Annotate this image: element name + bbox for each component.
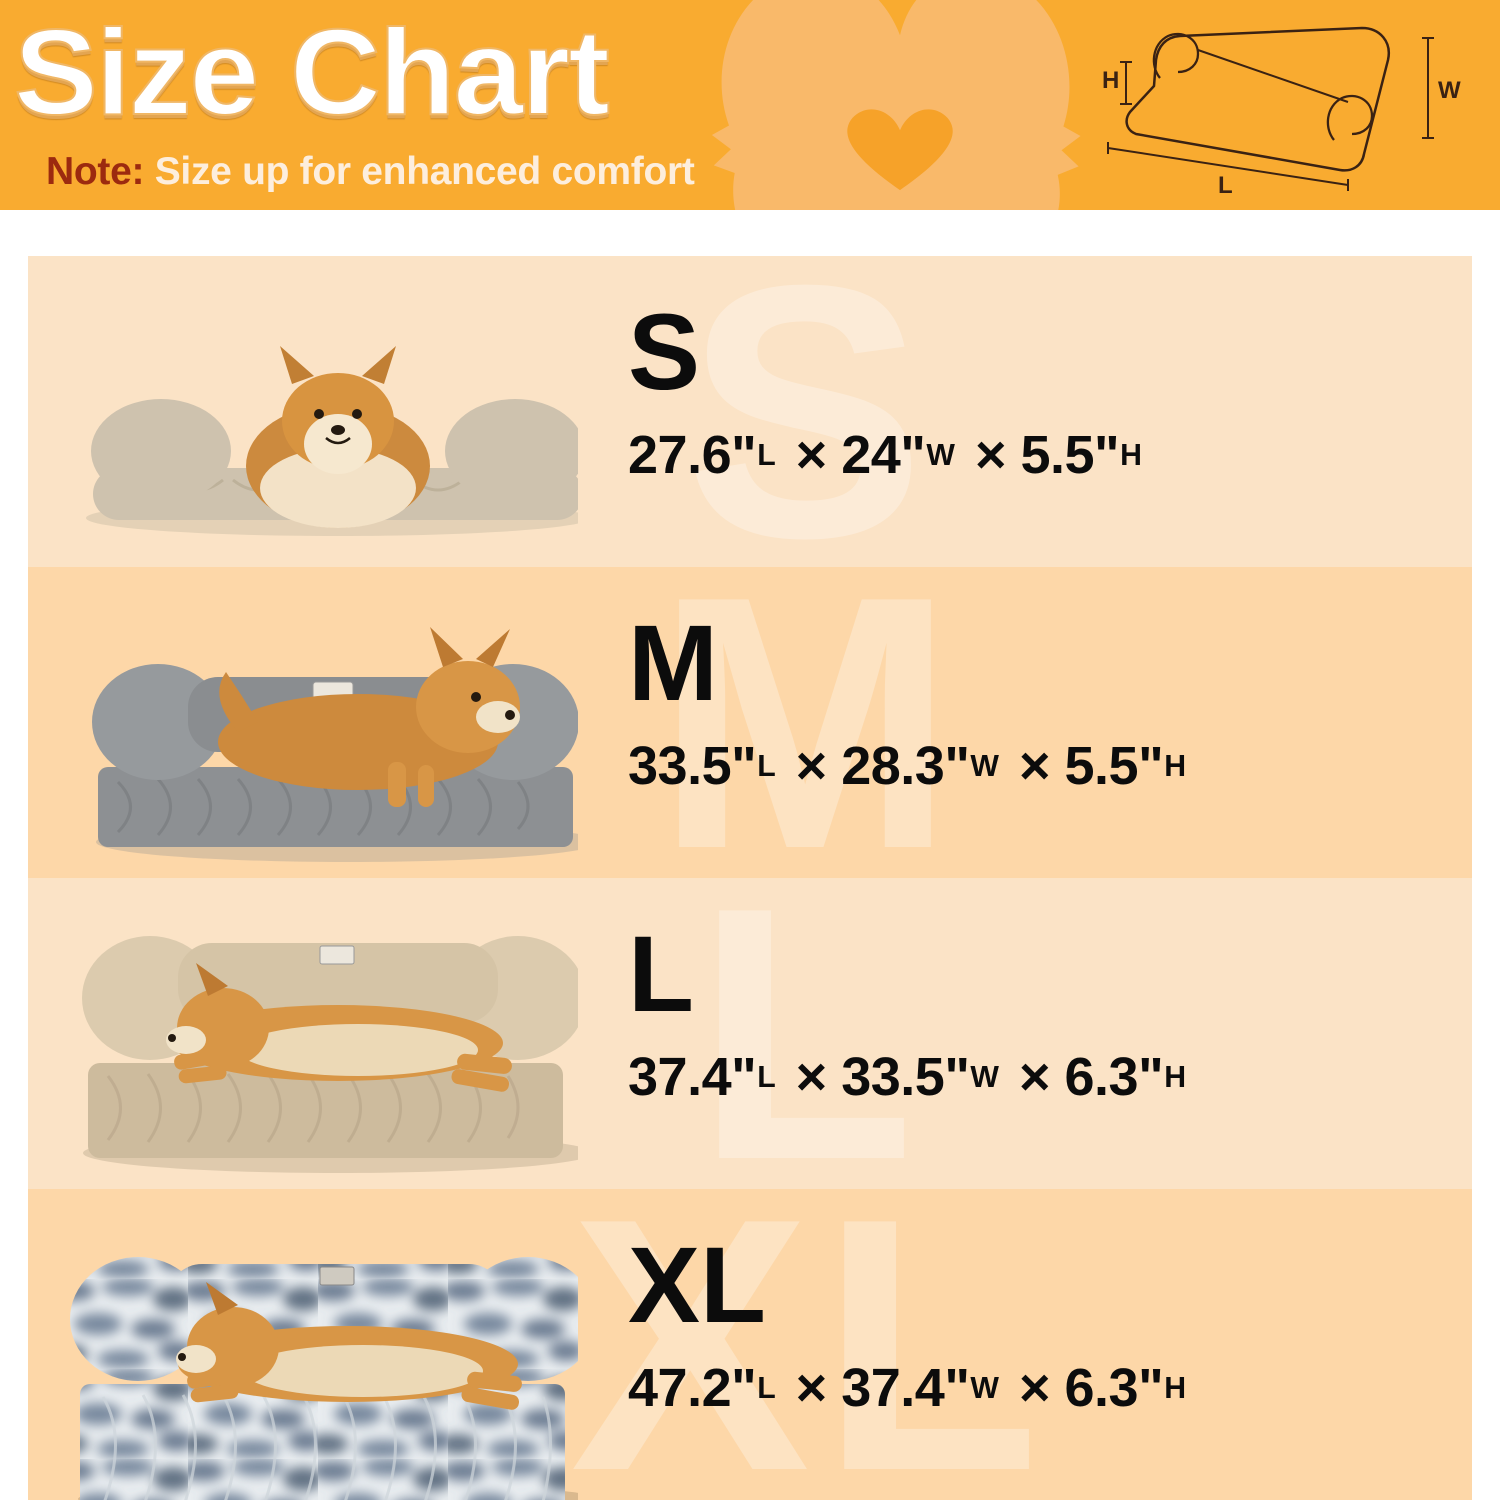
svg-text:W: W xyxy=(1438,77,1461,104)
svg-text:H: H xyxy=(1102,67,1119,94)
svg-text:L: L xyxy=(1218,172,1233,195)
